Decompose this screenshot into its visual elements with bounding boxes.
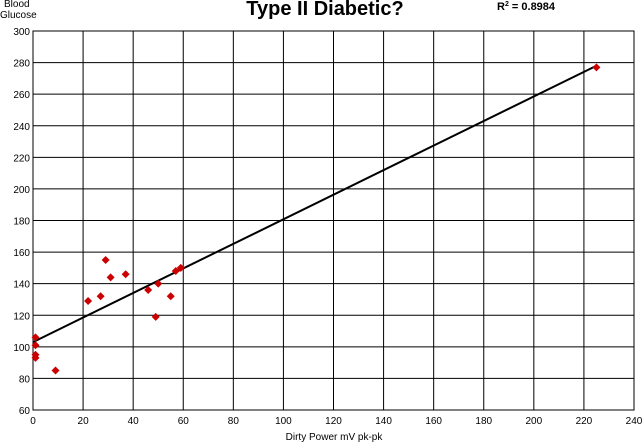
x-tick-label: 40	[128, 416, 140, 427]
y-tick-label: 280	[13, 59, 30, 70]
chart-title: Type II Diabetic?	[246, 0, 403, 20]
trendline-group	[32, 64, 597, 343]
y-tick-label: 120	[13, 311, 30, 322]
r-squared-label: R2 = 0.8984	[497, 1, 556, 13]
data-point	[96, 292, 105, 301]
y-tick-label: 160	[13, 248, 30, 259]
data-point	[176, 263, 185, 272]
data-point	[51, 366, 60, 375]
y-tick-label: 140	[13, 280, 30, 291]
y-tick-label: 60	[19, 406, 31, 417]
data-point	[106, 273, 115, 282]
x-tick-label: 200	[525, 416, 542, 427]
data-points	[31, 63, 601, 375]
x-tick-label: 120	[325, 416, 342, 427]
x-axis-title: Dirty Power mV pk-pk	[286, 432, 384, 442]
data-point	[31, 341, 40, 350]
x-tick-label: 220	[576, 416, 593, 427]
data-point	[121, 270, 130, 279]
plot-area-border	[32, 30, 635, 411]
x-tick-label: 80	[228, 416, 240, 427]
x-tick-label: 240	[626, 416, 642, 427]
r-squared-exponent: 2	[505, 1, 509, 8]
y-tick-label: 240	[13, 122, 30, 133]
y-axis-ticks: 60 80 100 120 140 160 180 200 220 240 260 280 300	[13, 27, 30, 417]
data-point	[154, 279, 163, 288]
data-point	[84, 297, 93, 306]
data-point	[31, 333, 40, 342]
gridlines	[32, 30, 635, 411]
r-squared-symbol: R	[497, 1, 505, 13]
y-tick-label: 300	[13, 27, 30, 38]
x-tick-label: 100	[275, 416, 292, 427]
r-squared-value: = 0.8984	[509, 1, 556, 13]
x-tick-label: 160	[425, 416, 442, 427]
y-tick-label: 260	[13, 90, 30, 101]
data-point	[592, 63, 601, 72]
trendline	[32, 64, 597, 343]
x-tick-label: 0	[30, 416, 36, 427]
y-tick-label: 80	[19, 374, 31, 385]
x-tick-label: 180	[475, 416, 492, 427]
data-point	[31, 353, 40, 362]
y-tick-label: 100	[13, 343, 30, 354]
x-tick-label: 20	[78, 416, 90, 427]
y-axis-title-line2: Glucose	[0, 10, 37, 21]
data-point	[171, 267, 180, 276]
x-axis-ticks: 0 20 40 60 80 100 120 140 160 180 200 220 240	[30, 416, 642, 427]
y-axis-title-line1: Blood	[4, 0, 30, 10]
data-point	[166, 292, 175, 301]
x-tick-label: 60	[178, 416, 190, 427]
data-point	[151, 312, 160, 321]
data-point	[101, 255, 110, 264]
y-tick-label: 200	[13, 185, 30, 196]
y-tick-label: 180	[13, 217, 30, 228]
x-tick-label: 140	[375, 416, 392, 427]
y-tick-label: 220	[13, 153, 30, 164]
data-point	[144, 285, 153, 294]
